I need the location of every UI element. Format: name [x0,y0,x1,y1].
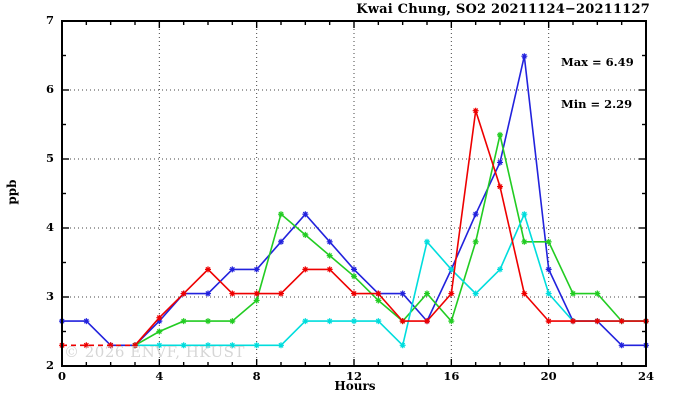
min-value-label: Min = 2.29 [561,97,633,111]
plot-border [61,20,647,367]
x-tick-label: 24 [637,369,654,383]
y-tick-label: 6 [45,82,54,96]
x-tick-label: 12 [345,369,362,383]
series-line-day-green [134,134,646,346]
series-markers-day-green [132,131,649,349]
series-markers-day-cyan [132,211,649,349]
watermark-text: © 2026 ENVF, HKUST [64,343,245,361]
x-tick-label: 8 [252,369,261,383]
series-line-day-red [134,110,646,346]
y-tick-label: 3 [45,289,54,303]
stats-annotation: Max = 6.49 Min = 2.29 [561,27,634,139]
max-value-label: Max = 6.49 [561,55,634,69]
y-tick-label: 2 [45,358,54,372]
y-tick-label: 7 [45,13,54,27]
chart-title: Kwai Chung, SO2 20211124−20211127 [356,2,650,17]
x-tick-label: 16 [443,369,460,383]
x-tick-label: 4 [155,369,164,383]
y-axis-title: ppb [5,179,19,205]
x-tick-label: 20 [540,369,557,383]
x-tick-label: 0 [57,369,66,383]
y-tick-label: 4 [45,220,54,234]
x-axis-title: Hours [334,379,376,393]
series-line-day-cyan [135,211,646,347]
y-tick-label: 5 [45,151,54,165]
